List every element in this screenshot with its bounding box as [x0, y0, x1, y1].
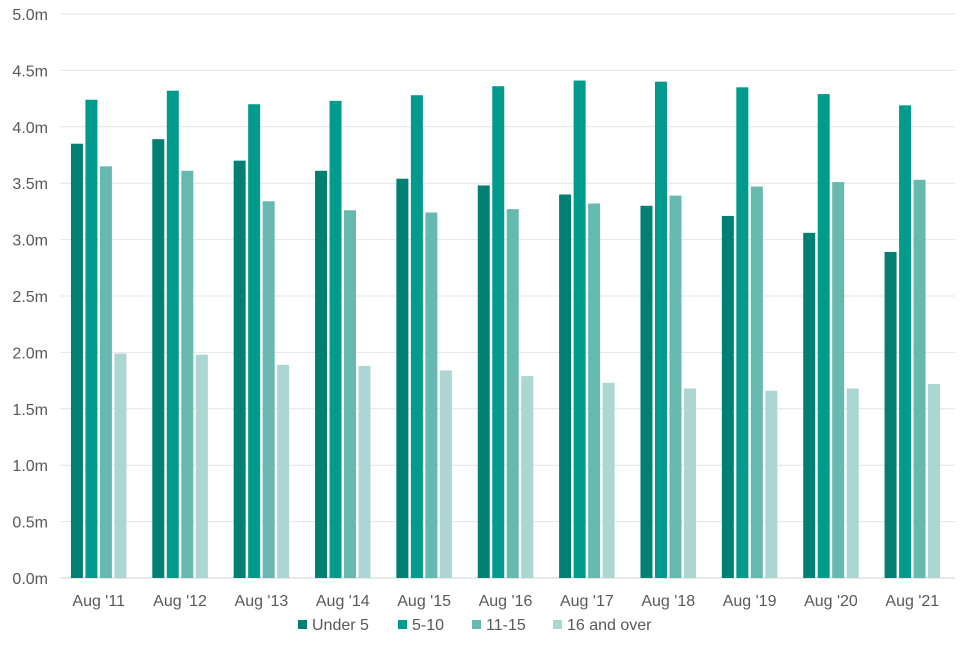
legend-swatch	[553, 620, 562, 629]
legend-swatch	[398, 620, 407, 629]
bar-under-5	[477, 185, 490, 578]
bar-5-10	[85, 99, 98, 578]
bar-under-5	[152, 139, 165, 578]
legend-label: 16 and over	[567, 617, 652, 634]
bar-16-and-over	[602, 382, 615, 578]
bar-16-and-over	[358, 365, 371, 578]
x-tick-label: Aug '13	[235, 593, 289, 610]
x-tick-label: Aug '20	[804, 593, 858, 610]
bar-16-and-over	[195, 354, 208, 578]
bar-16-and-over	[277, 364, 290, 578]
bar-under-5	[70, 143, 83, 578]
bar-under-5	[640, 205, 653, 578]
y-tick-label: 0.5m	[12, 515, 48, 532]
legend-label: 5-10	[412, 617, 444, 634]
y-tick-label: 1.5m	[12, 402, 48, 419]
bar-5-10	[736, 87, 749, 578]
y-tick-label: 3.0m	[12, 233, 48, 250]
x-tick-label: Aug '12	[153, 593, 207, 610]
x-tick-label: Aug '17	[560, 593, 614, 610]
y-tick-label: 0.0m	[12, 571, 48, 588]
bar-11-15	[425, 212, 438, 578]
bar-16-and-over	[114, 353, 127, 578]
bar-under-5	[559, 194, 572, 579]
y-tick-label: 5.0m	[12, 7, 48, 24]
bar-under-5	[315, 170, 328, 579]
bar-5-10	[492, 86, 505, 578]
bar-5-10	[654, 81, 667, 579]
x-tick-label: Aug '14	[316, 593, 370, 610]
bar-5-10	[166, 90, 179, 578]
bar-11-15	[181, 170, 194, 579]
bar-5-10	[248, 104, 261, 579]
legend-swatch	[472, 620, 481, 629]
bar-under-5	[396, 178, 409, 579]
bar-5-10	[329, 100, 342, 578]
bar-5-10	[899, 105, 912, 579]
bar-16-and-over	[439, 370, 452, 578]
x-tick-label: Aug '18	[641, 593, 695, 610]
y-tick-label: 2.0m	[12, 345, 48, 362]
bar-16-and-over	[928, 383, 941, 578]
legend-swatch	[298, 620, 307, 629]
bar-16-and-over	[846, 388, 859, 578]
bar-under-5	[721, 215, 734, 579]
x-tick-label: Aug '11	[72, 593, 125, 610]
bar-5-10	[573, 80, 586, 578]
x-tick-label: Aug '15	[397, 593, 451, 610]
bar-11-15	[669, 195, 682, 578]
x-tick-label: Aug '16	[479, 593, 533, 610]
y-tick-label: 2.5m	[12, 289, 48, 306]
y-tick-label: 4.5m	[12, 63, 48, 80]
bar-under-5	[884, 252, 897, 578]
x-tick-label: Aug '19	[723, 593, 777, 610]
bar-16-and-over	[521, 376, 534, 578]
bar-11-15	[262, 201, 275, 579]
y-tick-label: 4.0m	[12, 120, 48, 137]
bar-11-15	[588, 203, 601, 578]
bar-11-15	[832, 182, 845, 578]
bar-16-and-over	[765, 390, 778, 578]
bar-11-15	[506, 209, 519, 579]
legend-label: 11-15	[486, 617, 526, 634]
bar-16-and-over	[683, 388, 696, 578]
x-tick-label: Aug '21	[885, 593, 939, 610]
bar-5-10	[410, 95, 423, 578]
bar-11-15	[913, 179, 926, 579]
bar-11-15	[99, 166, 112, 578]
legend-label: Under 5	[312, 617, 369, 634]
y-tick-label: 1.0m	[12, 458, 48, 475]
bar-11-15	[750, 186, 763, 579]
bar-11-15	[344, 210, 357, 578]
y-tick-label: 3.5m	[12, 176, 48, 193]
bar-under-5	[803, 232, 816, 578]
bar-under-5	[233, 160, 246, 578]
bar-5-10	[817, 94, 830, 578]
